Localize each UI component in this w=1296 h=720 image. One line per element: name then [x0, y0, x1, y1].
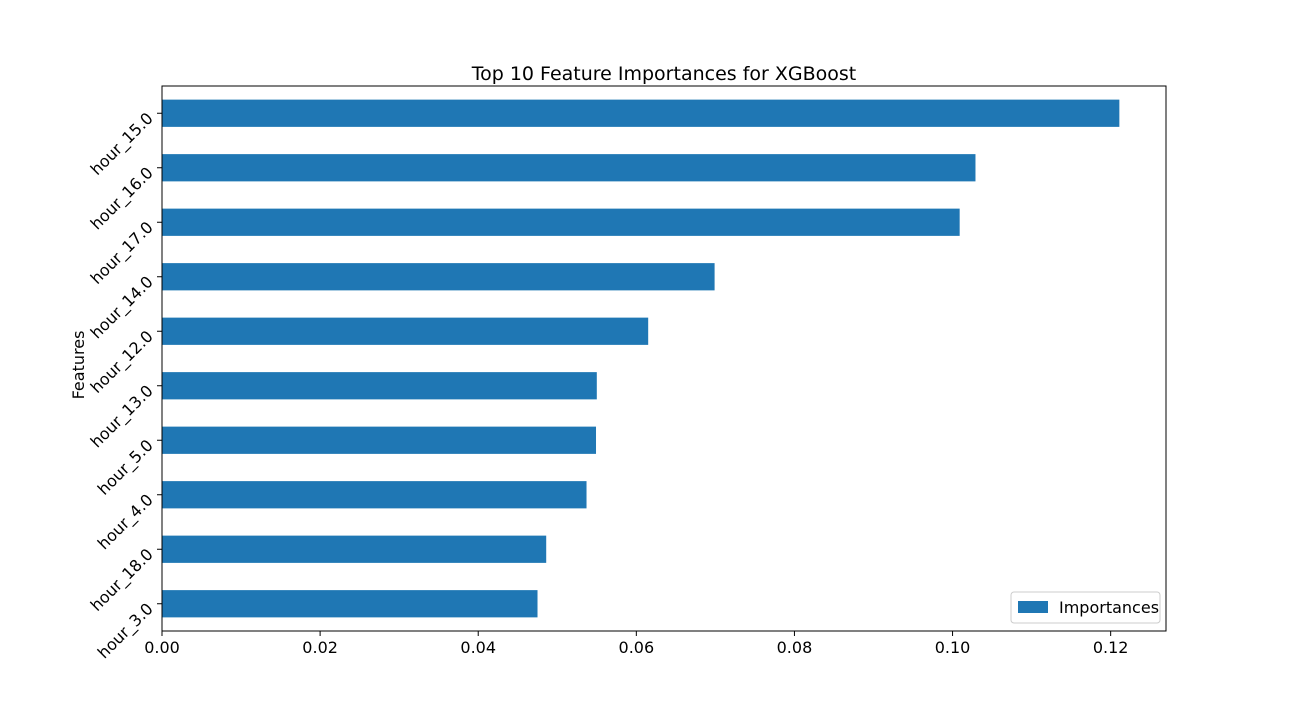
bar-hour_14.0 [162, 263, 715, 291]
x-tick-label: 0.10 [935, 638, 971, 657]
x-tick-label: 0.06 [619, 638, 655, 657]
bar-hour_13.0 [162, 372, 597, 400]
x-tick-label: 0.00 [144, 638, 180, 657]
legend-label: Importances [1059, 598, 1159, 617]
bar-hour_15.0 [162, 99, 1120, 127]
legend: Importances [1010, 591, 1161, 624]
chart-title: Top 10 Feature Importances for XGBoost [471, 63, 857, 85]
bar-hour_12.0 [162, 317, 649, 345]
bar-hour_5.0 [162, 426, 597, 454]
bar-hour_3.0 [162, 590, 538, 618]
plot-frame [161, 85, 1167, 632]
legend-box [1010, 591, 1161, 624]
x-ticks-group: 0.00 0.02 0.04 0.06 0.08 0.10 0.12 [144, 631, 1128, 657]
bar-hour_16.0 [162, 154, 976, 182]
bar-hour_4.0 [162, 481, 587, 509]
bar-hour_17.0 [162, 208, 960, 236]
x-tick-label: 0.04 [460, 638, 496, 657]
bars-group [162, 99, 1120, 618]
x-tick-label: 0.12 [1093, 638, 1129, 657]
legend-swatch [1018, 601, 1048, 613]
x-tick-label: 0.02 [302, 638, 338, 657]
x-tick-label: 0.08 [777, 638, 813, 657]
bar-hour_18.0 [162, 535, 547, 563]
y-axis-label: Features [69, 331, 88, 400]
